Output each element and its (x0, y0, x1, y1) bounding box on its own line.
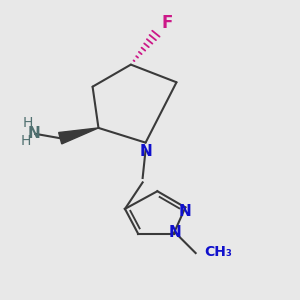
Text: N: N (169, 225, 182, 240)
Text: CH₃: CH₃ (204, 244, 232, 259)
Text: N: N (178, 204, 191, 219)
Text: H: H (22, 116, 33, 130)
Text: N: N (28, 126, 41, 141)
Text: N: N (140, 144, 153, 159)
Text: F: F (162, 14, 173, 32)
Text: H: H (20, 134, 31, 148)
Polygon shape (59, 128, 98, 144)
